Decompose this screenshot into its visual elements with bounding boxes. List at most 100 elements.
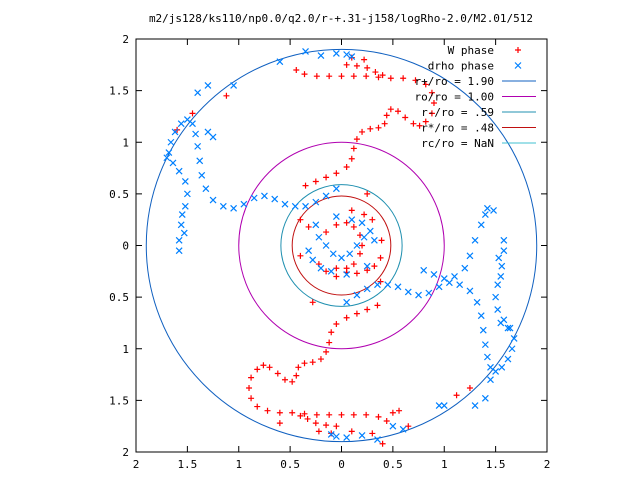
y-tick-label: 1.5 [109,85,129,98]
point-1-9 [317,264,325,272]
point-1-15 [332,213,340,221]
point-1-21 [312,198,320,206]
point-1-80 [479,326,487,334]
point-0-75 [343,314,350,321]
point-0-55 [363,73,370,80]
point-1-2 [329,250,337,258]
point-1-4 [346,250,354,258]
point-0-110 [312,420,319,427]
point-0-56 [350,73,357,80]
point-1-62 [348,53,356,60]
point-1-72 [415,291,422,299]
point-0-76 [333,320,340,327]
point-0-106 [389,409,396,416]
point-0-1 [333,221,340,228]
point-1-107 [440,275,448,282]
point-0-46 [422,118,429,125]
point-1-115 [374,436,381,444]
point-1-53 [163,154,171,162]
point-0-36 [359,128,366,135]
point-1-93 [494,281,502,289]
point-0-60 [301,71,308,78]
point-1-117 [343,434,351,441]
point-0-89 [260,362,267,369]
point-0-100 [326,411,333,418]
point-1-45 [181,178,189,185]
point-1-57 [276,58,284,66]
point-1-103 [471,236,479,244]
point-0-121 [379,440,386,447]
point-0-117 [369,430,376,437]
point-0-24 [309,299,316,306]
point-1-1 [322,242,330,249]
point-0-41 [387,106,394,113]
point-0-5 [359,242,366,249]
point-1-92 [492,293,500,301]
point-0-34 [350,145,357,152]
x-tick-label: 1 [235,458,242,471]
point-1-100 [483,204,491,212]
point-1-40 [171,128,179,136]
point-1-14 [370,236,378,244]
legend-label-4: r-/ro = .59 [421,106,494,119]
point-0-90 [254,366,261,373]
point-1-98 [495,254,503,262]
point-0-102 [350,411,357,418]
point-1-33 [198,171,206,179]
point-0-53 [387,75,394,82]
point-0-0 [323,229,330,236]
point-0-23 [364,190,371,197]
point-0-69 [223,92,230,99]
point-1-27 [250,194,258,202]
point-1-120 [440,402,448,409]
point-0-25 [377,278,384,285]
y-axis-ticks: 2 1.5 1 0.5 0 0.5 1 1.5 2 [109,33,547,459]
point-0-63 [353,62,360,69]
point-0-49 [428,89,435,96]
point-0-74 [353,310,360,317]
point-1-88 [510,335,518,342]
data-series [163,47,518,447]
y-tick-label: 0.5 [109,291,129,304]
point-1-97 [497,273,505,280]
point-0-59 [313,73,320,80]
point-0-12 [364,267,371,274]
point-1-61 [343,51,351,58]
point-1-54 [194,89,202,97]
point-1-118 [332,433,340,440]
point-0-118 [405,423,412,430]
legend-label-0: W phase [448,44,494,57]
point-1-32 [202,185,210,193]
point-0-88 [266,364,273,371]
point-0-30 [323,174,330,181]
point-1-64 [209,133,217,141]
point-0-14 [377,254,384,261]
point-1-35 [194,142,202,150]
point-0-45 [416,122,423,129]
legend-label-6: rc/ro = NaN [421,137,494,150]
point-1-121 [389,422,397,430]
point-0-3 [350,223,357,230]
y-tick-label: 1 [122,136,129,149]
point-0-50 [422,81,429,88]
reference-circles [145,48,538,443]
point-0-91 [248,374,255,381]
x-tick-label: 0.5 [383,458,403,471]
point-0-20 [369,216,376,223]
y-tick-label: 0.5 [109,188,129,201]
point-1-96 [500,236,508,244]
point-1-74 [435,283,443,291]
point-1-34 [196,157,204,165]
point-1-24 [281,200,289,208]
point-0-105 [383,418,390,425]
point-0-93 [248,395,255,402]
y-tick-label: 1 [122,343,129,356]
point-1-79 [477,312,485,320]
point-1-25 [271,195,279,203]
point-1-101 [490,206,497,214]
point-0-43 [402,114,409,121]
point-1-114 [399,425,407,433]
series-1 [163,47,518,444]
point-1-6 [360,233,368,241]
point-0-2 [343,219,350,226]
